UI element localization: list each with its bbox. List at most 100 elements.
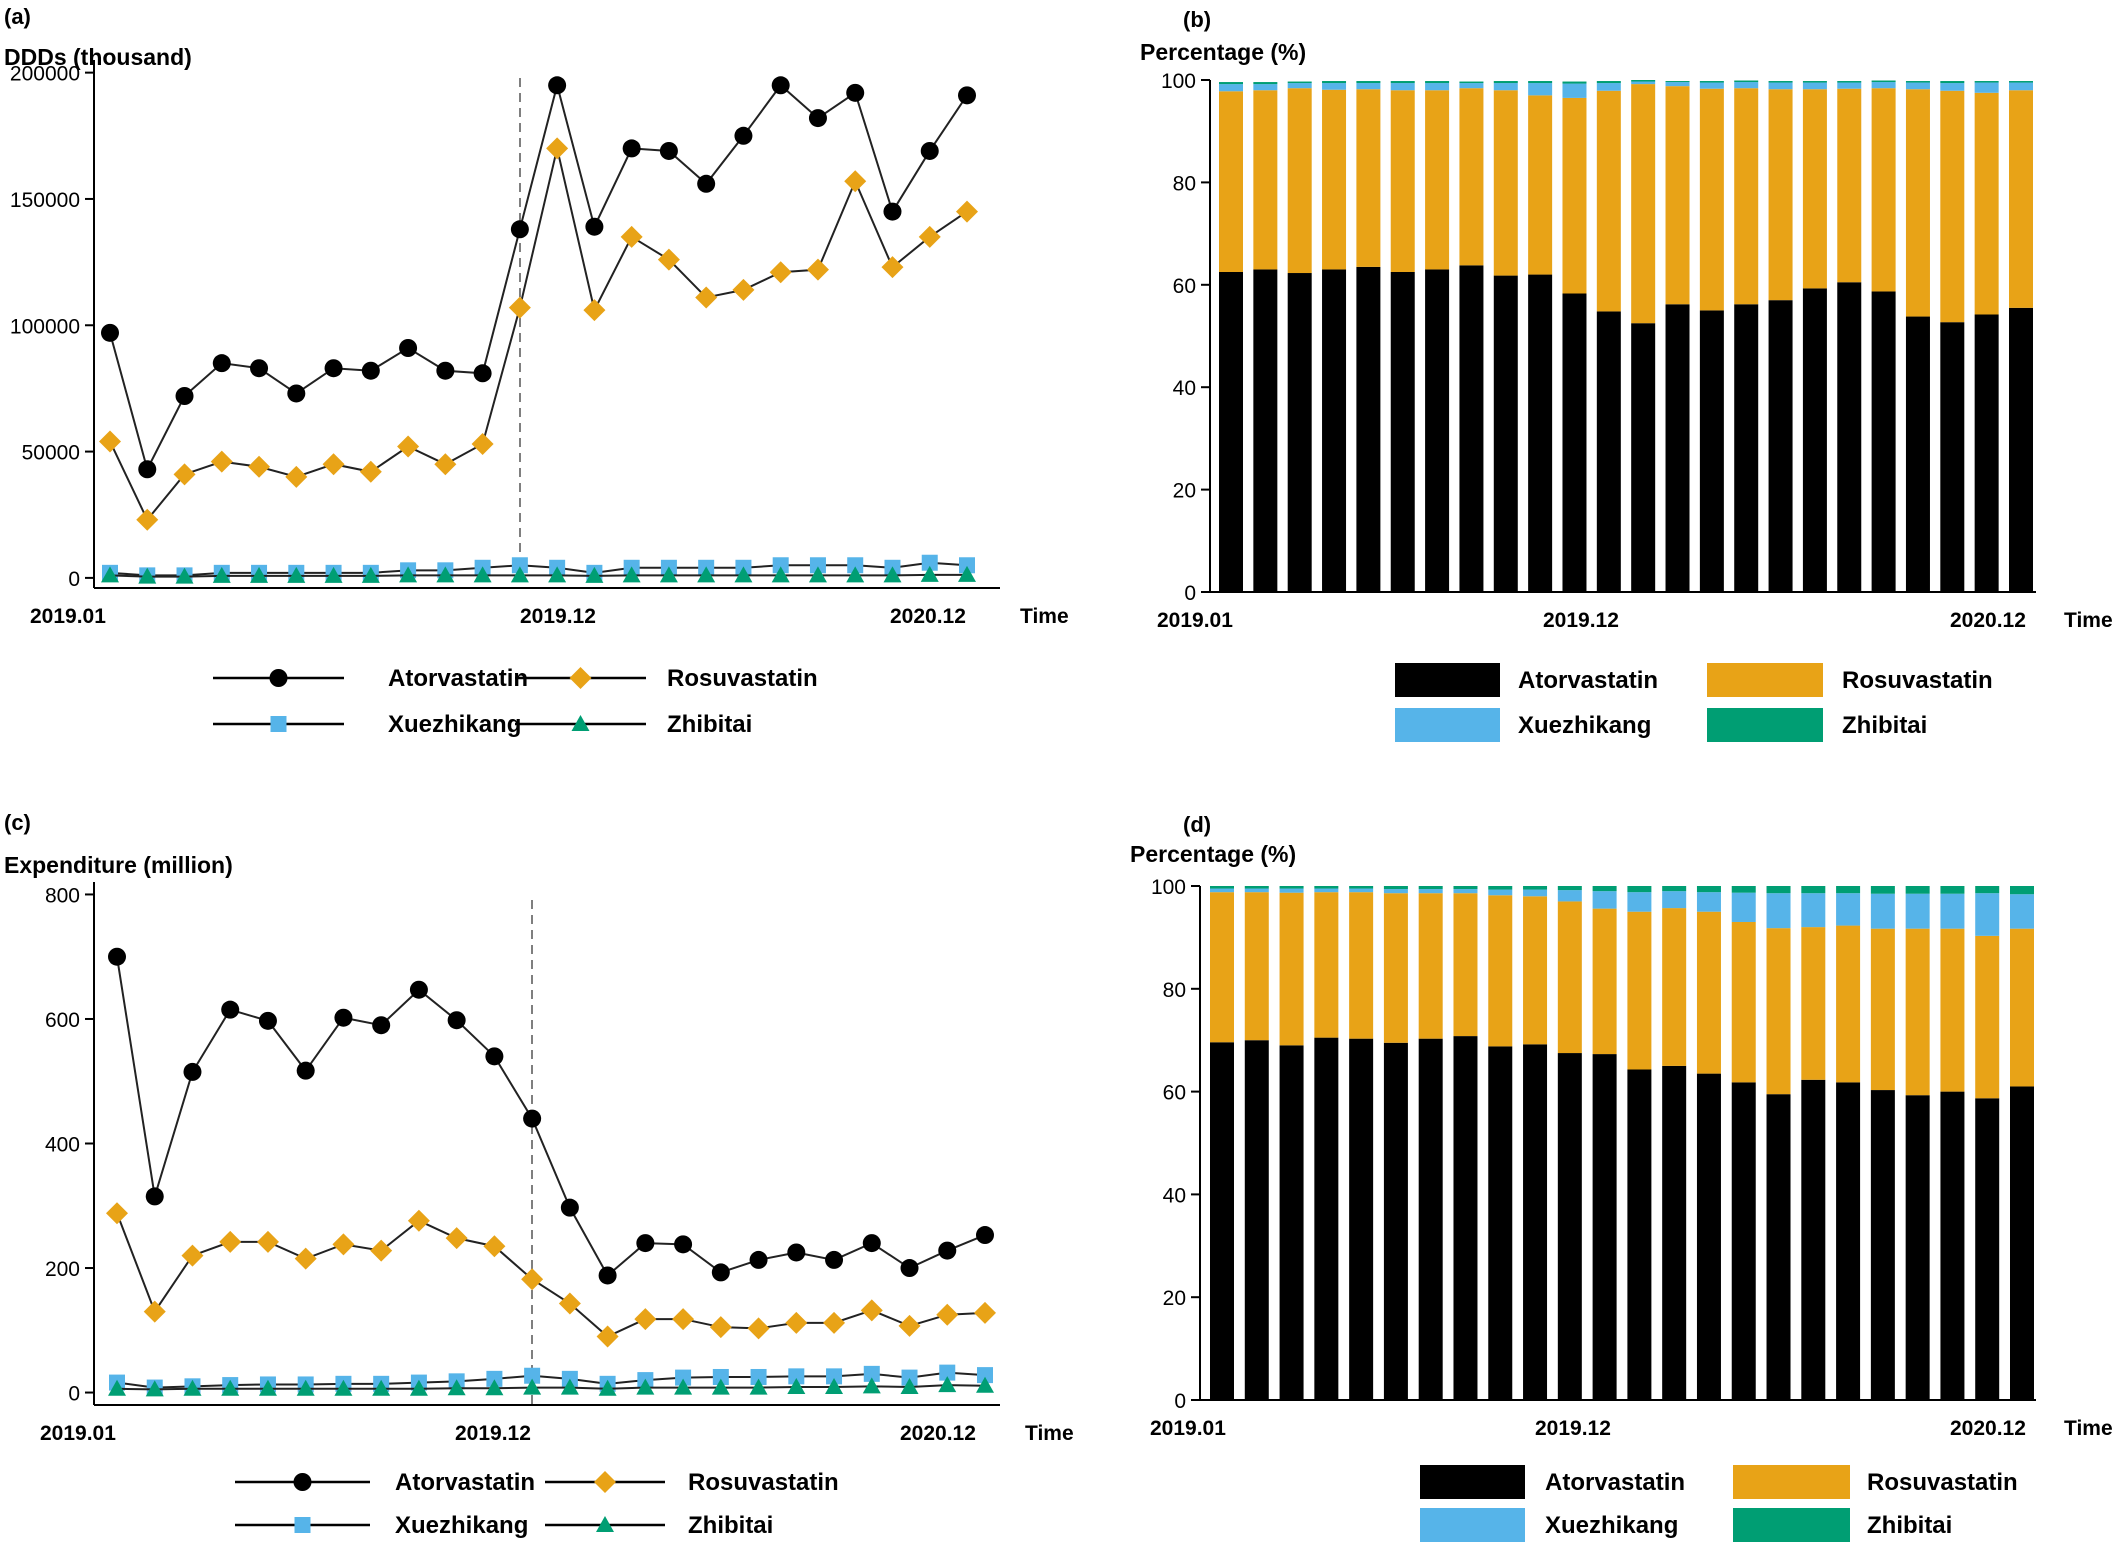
bar-segment bbox=[1940, 81, 1965, 84]
data-point bbox=[785, 1311, 808, 1334]
x-tick-label: 2019.12 bbox=[1535, 1417, 1611, 1440]
data-point bbox=[862, 1377, 881, 1394]
data-point bbox=[711, 1378, 730, 1395]
data-point bbox=[250, 566, 269, 583]
data-point bbox=[145, 1380, 164, 1397]
y-tick-label: 100 bbox=[1151, 876, 1186, 899]
data-point bbox=[846, 83, 865, 102]
data-point bbox=[938, 1241, 957, 1260]
bar-segment bbox=[1488, 1046, 1513, 1400]
data-point bbox=[145, 1187, 164, 1206]
data-point bbox=[210, 450, 233, 473]
bar-segment bbox=[1219, 82, 1243, 85]
bar-segment bbox=[1837, 88, 1862, 283]
data-point bbox=[370, 1239, 393, 1262]
data-point bbox=[734, 126, 753, 145]
data-point bbox=[863, 1365, 880, 1382]
bar-segment bbox=[2009, 90, 2033, 308]
data-point bbox=[409, 1379, 428, 1396]
bar-segment bbox=[1631, 84, 1656, 324]
y-tick-label: 40 bbox=[1163, 1184, 1186, 1207]
bar-segment bbox=[1662, 891, 1687, 909]
bar-segment bbox=[1253, 82, 1278, 85]
bar-segment bbox=[1871, 82, 1896, 89]
data-point bbox=[361, 361, 380, 380]
data-point bbox=[511, 557, 528, 574]
legend-marker bbox=[569, 667, 592, 689]
bar-segment bbox=[1493, 83, 1518, 91]
data-point bbox=[558, 1292, 581, 1315]
bar-segment bbox=[1662, 886, 1687, 892]
data-point bbox=[560, 1198, 579, 1217]
x-tick-label: 2020.12 bbox=[890, 605, 966, 628]
data-point bbox=[560, 1378, 579, 1395]
data-point bbox=[523, 1378, 542, 1395]
data-point bbox=[334, 1379, 353, 1396]
bar-segment bbox=[1453, 893, 1478, 1037]
legend-marker bbox=[294, 1517, 311, 1533]
data-point bbox=[918, 225, 941, 248]
data-point bbox=[101, 566, 119, 583]
bar-segment bbox=[1557, 901, 1582, 1054]
bar-segment bbox=[1210, 886, 1234, 889]
bar-segment bbox=[1453, 886, 1478, 890]
bar-segment bbox=[1837, 282, 1862, 592]
data-point bbox=[636, 1234, 655, 1253]
legend-swatch bbox=[1420, 1508, 1525, 1542]
bar-segment bbox=[1244, 1040, 1269, 1400]
data-point bbox=[806, 258, 829, 281]
bar-segment bbox=[1287, 88, 1312, 274]
data-point bbox=[473, 566, 492, 583]
bar-segment bbox=[1493, 81, 1518, 84]
x-axis-title: Time bbox=[1020, 605, 1069, 628]
legend-label: Rosuvastatin bbox=[1842, 667, 1993, 694]
bar-segment bbox=[1322, 269, 1347, 592]
data-point bbox=[434, 453, 457, 476]
data-point bbox=[332, 1233, 355, 1256]
data-point bbox=[447, 1011, 466, 1030]
bar-segment bbox=[1253, 269, 1278, 592]
x-tick-label: 2020.12 bbox=[1950, 609, 2026, 632]
y-tick-label: 200 bbox=[45, 1258, 80, 1281]
bar-segment bbox=[1418, 893, 1443, 1039]
bar-segment bbox=[1801, 886, 1826, 894]
series-line bbox=[109, 148, 968, 522]
data-point bbox=[920, 565, 939, 582]
bar-segment bbox=[1244, 892, 1269, 1041]
bar-segment bbox=[1627, 911, 1652, 1070]
x-tick-label: 2019.12 bbox=[455, 1422, 531, 1445]
data-point bbox=[674, 1235, 693, 1254]
bar-segment bbox=[1562, 83, 1587, 98]
bar-segment bbox=[1322, 89, 1347, 270]
legend-label: Zhibitai bbox=[688, 1512, 773, 1539]
data-point bbox=[883, 566, 902, 583]
bar-segment bbox=[2010, 928, 2034, 1087]
legend-marker bbox=[270, 716, 287, 732]
y-tick-label: 400 bbox=[45, 1134, 80, 1157]
legend-marker bbox=[596, 1516, 614, 1532]
data-point bbox=[939, 1364, 956, 1381]
series-line bbox=[109, 573, 967, 578]
bar-segment bbox=[1975, 893, 2000, 936]
data-point bbox=[473, 364, 492, 383]
data-point bbox=[901, 1369, 918, 1386]
bar-segment bbox=[1905, 81, 1930, 83]
y-tick-label: 60 bbox=[1173, 275, 1196, 298]
data-point bbox=[636, 1378, 655, 1395]
data-point bbox=[808, 566, 827, 583]
bar-segment bbox=[1592, 886, 1617, 892]
data-point bbox=[695, 286, 718, 309]
bar-segment bbox=[1459, 81, 1484, 84]
bar-segment bbox=[1665, 82, 1690, 87]
data-point bbox=[523, 1109, 542, 1128]
bar-segment bbox=[1975, 1098, 2000, 1400]
bar-segment bbox=[1356, 83, 1381, 90]
bar-segment bbox=[1734, 88, 1759, 305]
bar-segment bbox=[1836, 925, 1861, 1083]
data-point bbox=[732, 278, 755, 301]
panel-a-ddds-line-chart: 0 50000 100000 150000 200000 2019.01 2019.12 20… bbox=[4, 4, 1069, 738]
data-point bbox=[548, 76, 567, 95]
data-point bbox=[221, 1379, 240, 1396]
bar-segment bbox=[1731, 892, 1756, 922]
